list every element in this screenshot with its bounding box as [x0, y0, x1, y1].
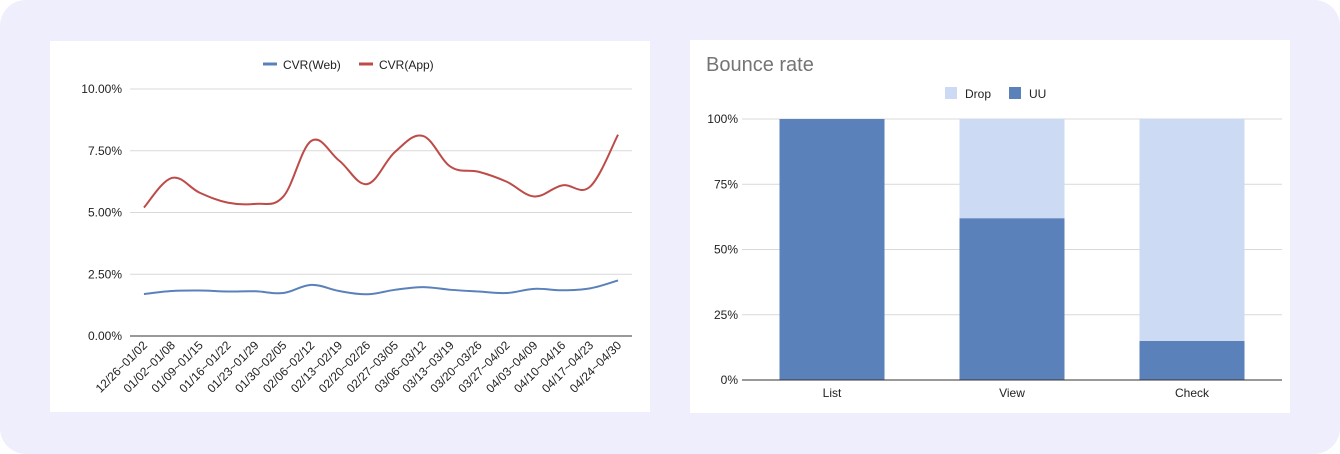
- bar-drop-view: [959, 119, 1065, 219]
- y-tick-label: 25%: [714, 308, 738, 322]
- y-tick-label: 2.50%: [88, 267, 122, 281]
- legend-label-drop: Drop: [965, 87, 991, 101]
- y-tick-label: 50%: [714, 243, 738, 257]
- y-tick-label: 5.00%: [88, 206, 122, 220]
- legend-label-uu: UU: [1029, 87, 1046, 101]
- legend-swatch-uu: [1009, 87, 1021, 99]
- y-tick-label: 0%: [721, 373, 739, 387]
- app-series-line: [143, 134, 619, 209]
- y-tick-label: 75%: [714, 177, 738, 191]
- bounce-bar-chart: Bounce rate Drop UU 0% 25% 50% 75% 100% List…: [706, 54, 1282, 400]
- cvr-chart-card: CVR(Web) CVR(App) 0.00% 2.50% 5.00% 7.50% 10…: [50, 41, 650, 412]
- bounce-chart-card: Bounce rate Drop UU 0% 25% 50% 75% 100% List…: [690, 40, 1290, 413]
- legend-label-web: CVR(Web): [283, 58, 341, 72]
- bar-drop-check: [1139, 119, 1245, 341]
- y-tick-label: 10.00%: [81, 82, 122, 96]
- bar-uu-list: [779, 119, 885, 380]
- y-tick-label: 7.50%: [88, 144, 122, 158]
- chart-title: Bounce rate: [706, 54, 814, 76]
- x-tick-label: View: [999, 386, 1025, 400]
- x-tick-label: Check: [1175, 386, 1210, 400]
- cvr-line-chart: CVR(Web) CVR(App) 0.00% 2.50% 5.00% 7.50% 10…: [81, 58, 632, 396]
- legend-label-app: CVR(App): [379, 58, 434, 72]
- legend-swatch-drop: [945, 87, 957, 99]
- y-tick-label: 100%: [707, 112, 738, 126]
- y-tick-label: 0.00%: [88, 329, 122, 343]
- bar-uu-view: [959, 218, 1065, 380]
- x-tick-label: List: [823, 386, 842, 400]
- bar-uu-check: [1139, 340, 1245, 380]
- web-series-line: [143, 279, 619, 296]
